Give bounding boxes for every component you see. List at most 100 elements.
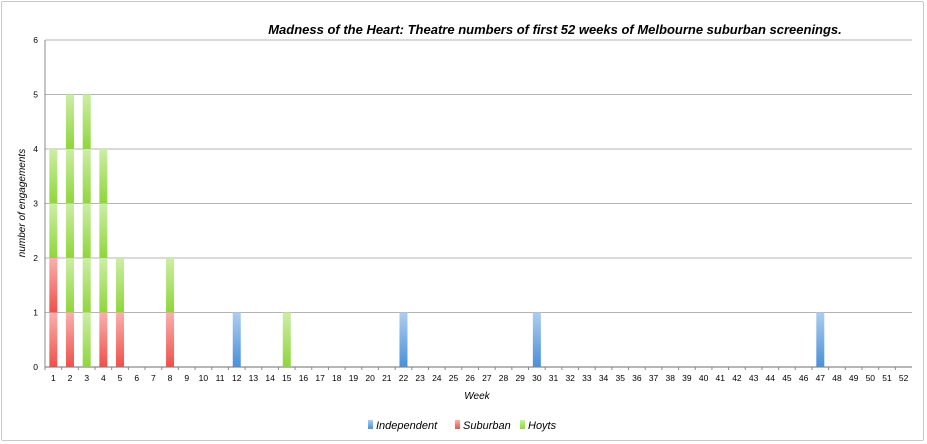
legend-swatch-independent: [368, 420, 373, 429]
y-tick-label: 3: [33, 199, 38, 209]
x-tick-label: 47: [816, 373, 826, 383]
x-tick-label: 27: [482, 373, 492, 383]
bar-segment-hoyts: [66, 94, 75, 149]
x-tick-label: 10: [199, 373, 209, 383]
x-tick-label: 20: [365, 373, 375, 383]
x-tick-label: 24: [432, 373, 442, 383]
bar-segment-hoyts: [66, 258, 75, 313]
y-tick-label: 2: [33, 253, 38, 263]
x-tick-label: 21: [382, 373, 392, 383]
bar-segment-independent: [232, 312, 241, 367]
bar-segment-hoyts: [116, 258, 125, 313]
bar-segment-hoyts: [82, 94, 91, 149]
x-tick-label: 14: [265, 373, 275, 383]
x-tick-label: 26: [465, 373, 475, 383]
y-tick-label: 5: [33, 90, 38, 100]
x-tick-label: 15: [282, 373, 292, 383]
x-tick-label: 7: [151, 373, 156, 383]
x-tick-label: 30: [532, 373, 542, 383]
bar-segment-hoyts: [82, 258, 91, 313]
legend-swatch-hoyts: [520, 420, 525, 429]
x-tick-label: 31: [549, 373, 559, 383]
bar-segment-suburban: [49, 258, 58, 313]
x-tick-label: 4: [101, 373, 106, 383]
gridlines: [44, 39, 912, 368]
legend-swatch-suburban: [455, 420, 460, 429]
x-tick-label: 35: [615, 373, 625, 383]
x-tick-label: 11: [216, 373, 225, 383]
bars: [49, 94, 825, 367]
x-tick-label: 43: [749, 373, 759, 383]
bar-segment-hoyts: [82, 312, 91, 367]
x-tick-label: 42: [732, 373, 742, 383]
x-tick-label: 34: [599, 373, 609, 383]
bar-segment-independent: [532, 312, 541, 367]
x-tick-label: 16: [299, 373, 309, 383]
y-tick-label: 0: [33, 362, 38, 372]
legend-label-hoyts: Hoyts: [528, 420, 557, 432]
x-tick-label: 9: [184, 373, 189, 383]
y-tick-label: 1: [33, 308, 38, 318]
bar-segment-hoyts: [166, 258, 175, 313]
bar-segment-suburban: [99, 312, 108, 367]
x-tick-label: 46: [799, 373, 809, 383]
x-tick-label: 22: [399, 373, 409, 383]
bar-segment-suburban: [166, 312, 175, 367]
y-axis-ticks: 0 1 2 3 4 5 6: [33, 35, 38, 372]
x-tick-label: 36: [632, 373, 642, 383]
bar-segment-hoyts: [99, 149, 108, 204]
x-tick-label: 38: [666, 373, 676, 383]
bar-segment-hoyts: [66, 149, 75, 204]
x-tick-label: 2: [68, 373, 73, 383]
x-tick-label: 50: [866, 373, 876, 383]
x-axis-title: Week: [464, 391, 490, 402]
x-tick-label: 29: [515, 373, 525, 383]
x-tick-label: 5: [118, 373, 123, 383]
bar-segment-hoyts: [49, 203, 58, 258]
bar-segment-hoyts: [49, 149, 58, 204]
chart-title: Madness of the Heart: Theatre numbers of…: [268, 22, 842, 37]
x-tick-label: 28: [499, 373, 509, 383]
x-tick-label: 23: [415, 373, 425, 383]
bar-segment-suburban: [49, 312, 58, 367]
x-tick-label: 40: [699, 373, 709, 383]
x-tick-label: 6: [134, 373, 139, 383]
x-tick-label: 13: [249, 373, 259, 383]
x-tick-label: 52: [899, 373, 909, 383]
bar-segment-hoyts: [66, 203, 75, 258]
bar-segment-suburban: [116, 312, 125, 367]
x-tick-label: 49: [849, 373, 859, 383]
x-tick-label: 48: [832, 373, 842, 383]
x-tick-label: 45: [782, 373, 792, 383]
bar-segment-independent: [816, 312, 825, 367]
y-tick-label: 6: [33, 35, 38, 45]
bar-segment-hoyts: [82, 203, 91, 258]
y-tick-label: 4: [33, 144, 38, 154]
x-tick-label: 25: [449, 373, 459, 383]
x-tick-label: 3: [84, 373, 89, 383]
bar-segment-hoyts: [82, 149, 91, 204]
x-tick-label: 44: [766, 373, 776, 383]
x-tick-label: 1: [51, 373, 56, 383]
x-tick-label: 18: [332, 373, 342, 383]
y-axis-title: number of engagements: [17, 149, 28, 257]
bar-segment-hoyts: [282, 312, 291, 367]
x-tick-label: 17: [315, 373, 325, 383]
x-tick-label: 37: [649, 373, 659, 383]
x-tick-label: 8: [168, 373, 173, 383]
x-tick-label: 41: [716, 373, 726, 383]
bar-segment-hoyts: [99, 203, 108, 258]
legend-label-independent: Independent: [376, 420, 438, 432]
bar-segment-suburban: [66, 312, 75, 367]
bar-segment-independent: [399, 312, 408, 367]
legend-label-suburban: Suburban: [463, 420, 511, 432]
x-tick-label: 12: [232, 373, 242, 383]
x-tick-label: 39: [682, 373, 692, 383]
x-axis-ticks: 1 2 3 4 5 6 7 8 9 10 11 12 13 14 15 16 17 18 19 20 21 22 23 24 2…: [44, 367, 909, 383]
bar-segment-hoyts: [99, 258, 108, 313]
x-tick-label: 32: [565, 373, 575, 383]
legend: Independent Suburban Hoyts: [368, 420, 557, 432]
x-tick-label: 33: [582, 373, 592, 383]
